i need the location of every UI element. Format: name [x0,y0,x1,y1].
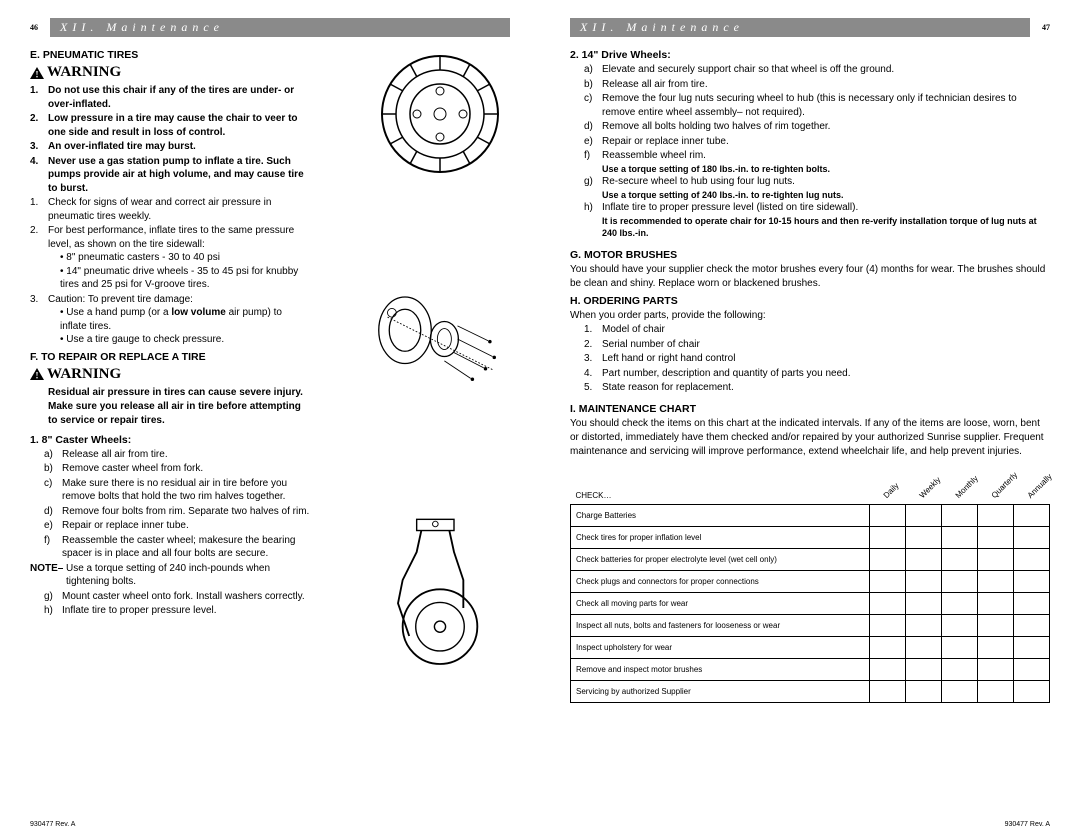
warning-2: ! WARNING [30,366,310,383]
f-g: Mount caster wheel onto fork. Install wa… [62,591,305,602]
table-row: Inspect all nuts, bolts and fasteners fo… [571,615,1050,637]
table-row: Check batteries for proper electrolyte l… [571,549,1050,571]
table-row: Charge Batteries [571,505,1050,527]
warn-e-2: Low pressure in a tire may cause the cha… [48,113,298,138]
section-h-title: H. ORDERING PARTS [570,295,1050,307]
alpha-2g: g)Re-secure wheel to hub using four lug … [570,175,1050,189]
warn-e-1: Do not use this chair if any of the tire… [48,85,294,110]
alpha-2h: h)Inflate tire to proper pressure level … [570,201,1050,215]
bullet-e-3a: Use a hand pump (or a low volume air pum… [60,306,310,333]
th-daily: Daily [870,465,906,505]
note-h: It is recommended to operate chair for 1… [570,216,1050,239]
page-number: 47 [1042,23,1050,32]
f-d: Remove four bolts from rim. Separate two… [62,506,309,517]
section-f-title: F. TO REPAIR OR REPLACE A TIRE [30,351,310,363]
th-weekly: Weekly [906,465,942,505]
page-left: 46 XII. Maintenance E. PNEUMATIC TIRES !… [0,0,540,834]
content-right: 2. 14" Drive Wheels: a)Elevate and secur… [570,49,1050,703]
th-check: CHECK… [571,465,870,505]
list-e-2: For best performance, inflate tires to t… [48,225,294,250]
section-g-text: You should have your supplier check the … [570,263,1050,291]
header-title: XII. Maintenance [50,18,510,37]
alpha-f-gh: g)Mount caster wheel onto fork. Install … [30,590,310,618]
bullet-e-2a: 8" pneumatic casters - 30 to 40 psi [60,251,310,265]
page-number: 46 [30,23,38,32]
section-h-intro: When you order parts, provide the follow… [570,309,1050,323]
section-2-title: 2. 14" Drive Wheels: [570,49,1050,61]
figure-tire [370,49,510,179]
h-1: Model of chair [602,324,665,335]
warning-icon: ! [30,368,44,380]
table-row: Check all moving parts for wear [571,593,1050,615]
f-a: Release all air from tire. [62,449,168,460]
h-3: Left hand or right hand control [602,353,735,364]
table-row: Remove and inspect motor brushes [571,659,1050,681]
figure-caster [370,509,510,679]
maint-tbody: Charge Batteries Check tires for proper … [571,505,1050,703]
bullet-e-2b: 14" pneumatic drive wheels - 35 to 45 ps… [60,265,310,292]
bullet-e-3b: Use a tire gauge to check pressure. [60,333,310,347]
r2-a: Elevate and securely support chair so th… [602,64,894,75]
h-list: 1.Model of chair 2.Serial number of chai… [570,323,1050,395]
f-f: Reassemble the caster wheel; makesure th… [62,535,295,560]
table-row: Inspect upholstery for wear [571,637,1050,659]
r2-g: Re-secure wheel to hub using four lug nu… [602,176,795,187]
maintenance-table: CHECK… Daily Weekly Monthly Quarterly An… [570,465,1050,704]
th-annually: Annually [1014,465,1050,505]
warning-icon: ! [30,67,44,79]
section-i-text: You should check the items on this chart… [570,417,1050,459]
th-quarterly: Quarterly [978,465,1014,505]
alpha-2: a)Elevate and securely support chair so … [570,63,1050,163]
f-b: Remove caster wheel from fork. [62,463,203,474]
f-e: Repair or replace inner tube. [62,520,189,531]
h-4: Part number, description and quantity of… [602,368,851,379]
figure-exploded [370,269,510,409]
f-h: Inflate tire to proper pressure level. [62,605,217,616]
footer-right: 930477 Rev. A [1005,821,1050,828]
h-2: Serial number of chair [602,339,700,350]
table-row: Servicing by authorized Supplier [571,681,1050,703]
page-right: XII. Maintenance 47 2. 14" Drive Wheels:… [540,0,1080,834]
r2-f: Reassemble wheel rim. [602,150,706,161]
r2-e: Repair or replace inner tube. [602,136,729,147]
r2-b: Release all air from tire. [602,79,708,90]
warning-text: WARNING [47,366,121,383]
alpha-f: a)Release all air from tire. b)Remove ca… [30,448,310,561]
th-monthly: Monthly [942,465,978,505]
section-i-title: I. MAINTENANCE CHART [570,403,1050,415]
h-5: State reason for replacement. [602,382,734,393]
footer-left: 930477 Rev. A [30,821,75,828]
section-g-title: G. MOTOR BRUSHES [570,249,1050,261]
page-header-left: 46 XII. Maintenance [30,18,510,37]
warn-list-e: 1.Do not use this chair if any of the ti… [30,84,310,195]
warn-f-text: Residual air pressure in tires can cause… [30,386,310,428]
warn-e-4: Never use a gas station pump to inflate … [48,156,304,194]
svg-text:!: ! [36,69,39,79]
list-e: 1.Check for signs of wear and correct ai… [30,196,310,347]
warning-1: ! WARNING [30,64,310,81]
f-c: Make sure there is no residual air in ti… [62,478,287,503]
r2-h: Inflate tire to proper pressure level (l… [602,202,858,213]
r2-c: Remove the four lug nuts securing wheel … [602,93,1017,118]
header-title: XII. Maintenance [570,18,1030,37]
warn-e-3: An over-inflated tire may burst. [48,141,196,152]
r2-d: Remove all bolts holding two halves of r… [602,121,830,132]
table-row: Check tires for proper inflation level [571,527,1050,549]
list-e-3: Caution: To prevent tire damage: [48,294,193,305]
content-left: E. PNEUMATIC TIRES ! WARNING 1.Do not us… [30,49,510,618]
note-f: Use a torque setting of 180 lbs.-in. to … [570,164,1050,176]
sub-f1: 1. 8" Caster Wheels: [30,434,310,446]
svg-text:!: ! [36,371,39,381]
table-row: Check plugs and connectors for proper co… [571,571,1050,593]
list-e-1: Check for signs of wear and correct air … [48,197,271,222]
section-e-title: E. PNEUMATIC TIRES [30,49,310,61]
warning-text: WARNING [47,64,121,81]
note-g: Use a torque setting of 240 lbs.-in. to … [570,190,1050,202]
f-note: NOTE–Use a torque setting of 240 inch-po… [30,562,310,589]
page-header-right: XII. Maintenance 47 [570,18,1050,37]
